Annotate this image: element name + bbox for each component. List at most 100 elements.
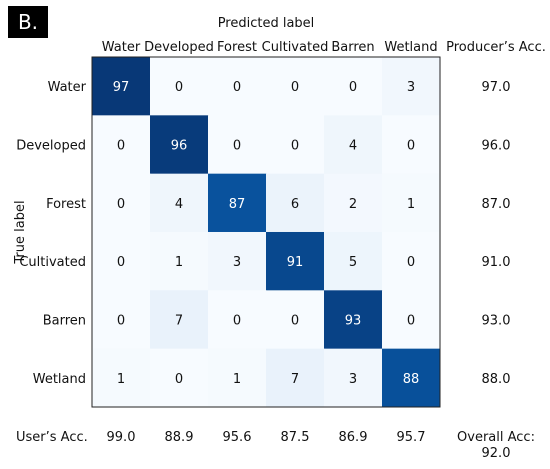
users-accuracy-header: User’s Acc. [16,430,88,445]
cell-value-label: 0 [117,138,125,153]
heatmap-cell [382,290,441,350]
plot-frame [91,56,441,408]
heatmap-cell [92,115,151,175]
cell-value-label: 3 [233,255,241,270]
cell-value-label: 3 [349,372,357,387]
cell-value-label: 0 [349,80,357,95]
cell-value-label: 1 [117,372,125,387]
cell-value-label: 0 [407,255,415,270]
heatmap-cell [266,290,325,350]
overall-accuracy-label: Overall Acc: [457,430,535,445]
heatmap-cell [266,173,325,233]
heatmap-cell [266,57,325,116]
users-accuracy-value: 95.6 [223,430,252,445]
cell-value-label: 0 [291,80,299,95]
heatmap-cell [150,115,209,175]
x-tick-label: Barren [331,40,374,55]
cell-value-label: 0 [233,80,241,95]
x-tick-label: Wetland [384,40,437,55]
heatmap-cell [208,290,267,350]
heatmap-cell [208,115,267,175]
cell-value-label: 4 [349,138,357,153]
heatmap-cell [150,173,209,233]
heatmap-cell [266,348,325,408]
x-tick-label: Water [102,40,141,55]
cell-value-label: 7 [291,372,299,387]
heatmap-cell [382,231,441,291]
heatmap-cell [208,57,267,116]
cell-value-label: 1 [407,197,415,212]
x-tick-label: Cultivated [262,40,329,55]
cell-value-label: 0 [233,138,241,153]
users-accuracy-value: 99.0 [107,430,136,445]
cell-value-label: 0 [117,313,125,328]
cell-value-label: 3 [407,80,415,95]
heatmap-cell [208,348,267,408]
heatmap-cell [208,173,267,233]
heatmap-cell [382,115,441,175]
cell-value-label: 88 [403,372,420,387]
overall-accuracy-value: 92.0 [482,446,511,461]
cell-value-label: 0 [291,313,299,328]
heatmap-cell [266,231,325,291]
heatmap-cell [92,231,151,291]
cell-value-label: 1 [175,255,183,270]
panel-label: B. [8,6,48,38]
x-axis-label: Predicted label [218,16,315,31]
producers-accuracy-header: Producer’s Acc. [446,40,546,55]
y-tick-label: Developed [16,138,86,153]
heatmap-cell [92,173,151,233]
cell-value-label: 97 [113,80,130,95]
heatmap-cell [150,290,209,350]
cell-value-label: 2 [349,197,357,212]
users-accuracy-value: 88.9 [165,430,194,445]
producers-accuracy-value: 91.0 [482,255,511,270]
heatmap-cell [382,173,441,233]
y-tick-label: Forest [46,197,86,212]
cell-value-label: 5 [349,255,357,270]
producers-accuracy-value: 93.0 [482,313,511,328]
producers-accuracy-value: 88.0 [482,372,511,387]
cell-value-label: 93 [345,313,362,328]
heatmap-cell [324,290,383,350]
cell-value-label: 0 [291,138,299,153]
y-tick-label: Barren [43,313,86,328]
heatmap-cell [324,57,383,116]
heatmap-cell [208,231,267,291]
cell-value-label: 0 [233,313,241,328]
cell-value-label: 1 [233,372,241,387]
x-tick-label: Forest [217,40,257,55]
heatmap-cell [150,57,209,116]
cell-value-label: 0 [407,138,415,153]
y-axis-label: True label [13,200,28,264]
y-tick-label: Wetland [33,372,86,387]
heatmap-cell [92,57,151,116]
x-tick-label: Developed [144,40,214,55]
cell-value-label: 0 [117,255,125,270]
cell-value-label: 0 [175,372,183,387]
heatmap-cell [266,115,325,175]
y-tick-label: Water [48,80,87,95]
producers-accuracy-value: 96.0 [482,138,511,153]
cell-value-label: 91 [287,255,304,270]
cell-value-label: 0 [175,80,183,95]
cell-value-label: 87 [229,197,246,212]
users-accuracy-value: 95.7 [397,430,426,445]
cell-value-label: 0 [407,313,415,328]
producers-accuracy-value: 97.0 [482,80,511,95]
cell-value-label: 6 [291,197,299,212]
cell-value-label: 0 [117,197,125,212]
heatmap-cell [92,348,151,408]
cell-value-label: 7 [175,313,183,328]
heatmap-cell [324,115,383,175]
heatmap-cell [324,231,383,291]
y-tick-label: Cultivated [19,255,86,270]
heatmap-cell [92,290,151,350]
heatmap-cell [324,173,383,233]
users-accuracy-value: 86.9 [339,430,368,445]
producers-accuracy-value: 87.0 [482,197,511,212]
heatmap-cell [150,348,209,408]
cell-value-label: 96 [171,138,188,153]
heatmap-cell [382,348,441,408]
